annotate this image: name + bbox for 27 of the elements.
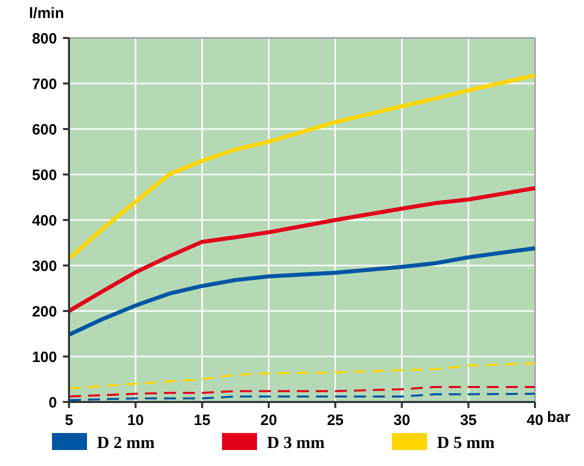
- y-tick-label: 300: [32, 258, 57, 275]
- y-tick-label: 400: [32, 212, 57, 230]
- x-tick-label: 20: [260, 412, 278, 429]
- x-axis-title: bar: [547, 409, 571, 426]
- line-series: [68, 362, 536, 390]
- y-tick-label: 0: [48, 394, 57, 412]
- y-tick-label: 100: [32, 348, 57, 366]
- y-axis-title: l/min: [29, 5, 64, 22]
- line-series: [67, 73, 537, 261]
- x-tick-label: 35: [460, 412, 477, 429]
- line-series: [67, 186, 537, 313]
- y-tick-label: 800: [32, 30, 57, 48]
- legend-label: D 5 mm: [437, 432, 495, 452]
- x-tick-label: 40: [526, 412, 544, 429]
- x-tick-label: 10: [127, 412, 144, 429]
- line-series: [67, 246, 537, 337]
- legend-label: D 3 mm: [267, 432, 325, 452]
- x-tick-label: 5: [64, 412, 74, 429]
- x-tick-label: 15: [194, 412, 210, 429]
- y-tick-label: 200: [32, 303, 57, 320]
- y-tick-label: 600: [32, 121, 57, 138]
- y-tick-label: 500: [32, 166, 57, 184]
- x-tick-label: 30: [394, 412, 410, 429]
- legend-label: D 2 mm: [97, 432, 155, 452]
- y-tick-label: 700: [32, 76, 57, 93]
- line-series: [68, 386, 536, 398]
- x-tick-label: 25: [326, 412, 344, 429]
